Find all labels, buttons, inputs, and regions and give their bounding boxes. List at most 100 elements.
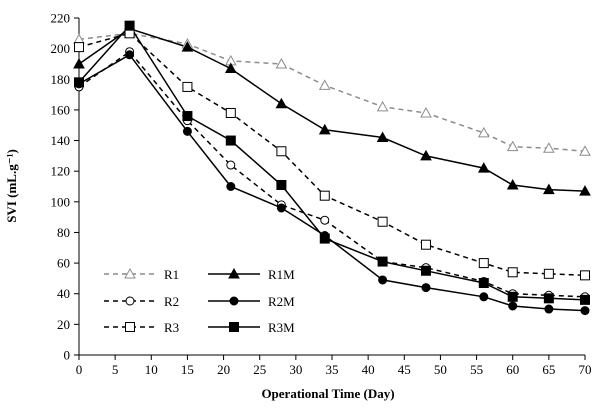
series-line-r1 [78,32,586,153]
point-r3 [377,216,388,227]
x-tick-label: 20 [217,362,230,377]
point-r2m [479,292,489,302]
point-r2m [378,275,388,285]
x-tick-label: 15 [181,362,194,377]
series-line-r3m [78,24,586,301]
legend-marker-r1m [228,267,240,279]
point-r1m [420,149,432,161]
point-r1m [275,97,288,109]
point-r2m [580,306,590,316]
point-r1 [275,57,288,69]
point-r2m [508,301,518,311]
point-r1m [477,162,490,173]
y-tick-label: 140 [51,133,71,148]
x-tick-label: 10 [145,362,158,377]
legend-label-r2: R2 [164,294,179,309]
point-r1 [543,142,555,153]
point-r3m [319,233,330,244]
point-r3 [507,267,518,278]
y-tick-label: 0 [64,348,71,363]
point-r3m [420,265,431,276]
point-r1 [477,126,490,138]
point-r1 [318,79,331,90]
y-tick-label: 60 [57,256,70,271]
y-tick-label: 200 [51,41,71,56]
point-r3 [580,270,590,281]
series-line-r1m [78,27,586,192]
series-lines [78,24,586,312]
x-tick-label: 35 [326,362,339,377]
point-r3 [74,42,84,53]
point-r2m [421,283,431,293]
point-r3m [74,77,84,88]
x-tick-label: 0 [76,362,83,377]
point-r3m [507,291,518,302]
y-tick-label: 180 [51,72,71,87]
series-line-r2m [78,53,586,312]
point-r2 [320,215,330,225]
point-r3m [276,179,287,190]
point-r2m [544,304,554,314]
point-r3m [124,20,135,31]
point-r3 [182,81,193,92]
point-r3m [182,111,193,122]
series-line-r2 [78,50,586,298]
point-r3 [478,258,489,269]
point-r3m [377,256,388,267]
x-tick-label: 60 [506,362,519,377]
series-line-r3 [78,32,586,277]
x-tick-label: 65 [542,362,555,377]
x-axis-title: Operational Time (Day) [261,386,394,401]
point-r1 [420,106,432,118]
y-tick-label: 160 [51,102,71,117]
point-r3 [225,107,236,118]
point-r2m [226,182,236,191]
axes: 0 5 10 15 20 25 30 35 40 45 50 55 60 65 70 0 20 40 60 80 100… [51,11,592,378]
y-tick-label: 120 [51,164,71,179]
legend-label-r3: R3 [164,320,179,335]
point-r2m [182,126,192,136]
point-r1m [506,178,519,190]
legend-marker-r3 [125,322,135,332]
x-tick-label: 45 [398,362,411,377]
y-tick-label: 20 [57,317,70,332]
point-r2 [226,160,236,170]
point-r3m [225,135,236,146]
x-tick-label: 55 [470,362,483,377]
point-r1 [376,100,389,112]
point-r3m [543,293,554,304]
legend-marker-r1 [124,267,136,279]
x-tick-label: 40 [362,362,375,377]
y-tick-label: 220 [51,11,71,26]
legend-marker-r3m [229,322,239,332]
legend-label-r2m: R2M [268,294,295,309]
point-r3m [580,294,590,305]
point-r1m [543,183,555,195]
point-r1 [506,140,519,152]
point-r1m [181,41,194,52]
y-axis-title: SVI (mL.g⁻¹) [4,149,19,223]
legend-label-r1: R1 [164,267,179,282]
point-r1m [579,185,591,196]
point-r3 [319,190,330,201]
point-r2m [125,50,135,60]
legend-marker-r2m [229,296,239,306]
y-tick-label: 100 [51,194,71,209]
point-r1m [318,123,331,135]
legend-label-r3m: R3M [268,320,295,335]
series-markers [73,20,591,316]
point-r1m [224,62,237,74]
x-tick-label: 30 [289,362,302,377]
y-tick-label: 40 [57,286,70,301]
point-r3 [276,146,287,157]
legend-marker-r2 [125,296,135,306]
x-tick-label: 5 [112,362,119,377]
point-r3 [543,268,554,279]
x-tick-label: 50 [434,362,447,377]
y-tick-label: 80 [57,225,70,240]
point-r3m [478,278,489,289]
point-r2m [276,203,286,213]
point-r3 [420,239,431,250]
